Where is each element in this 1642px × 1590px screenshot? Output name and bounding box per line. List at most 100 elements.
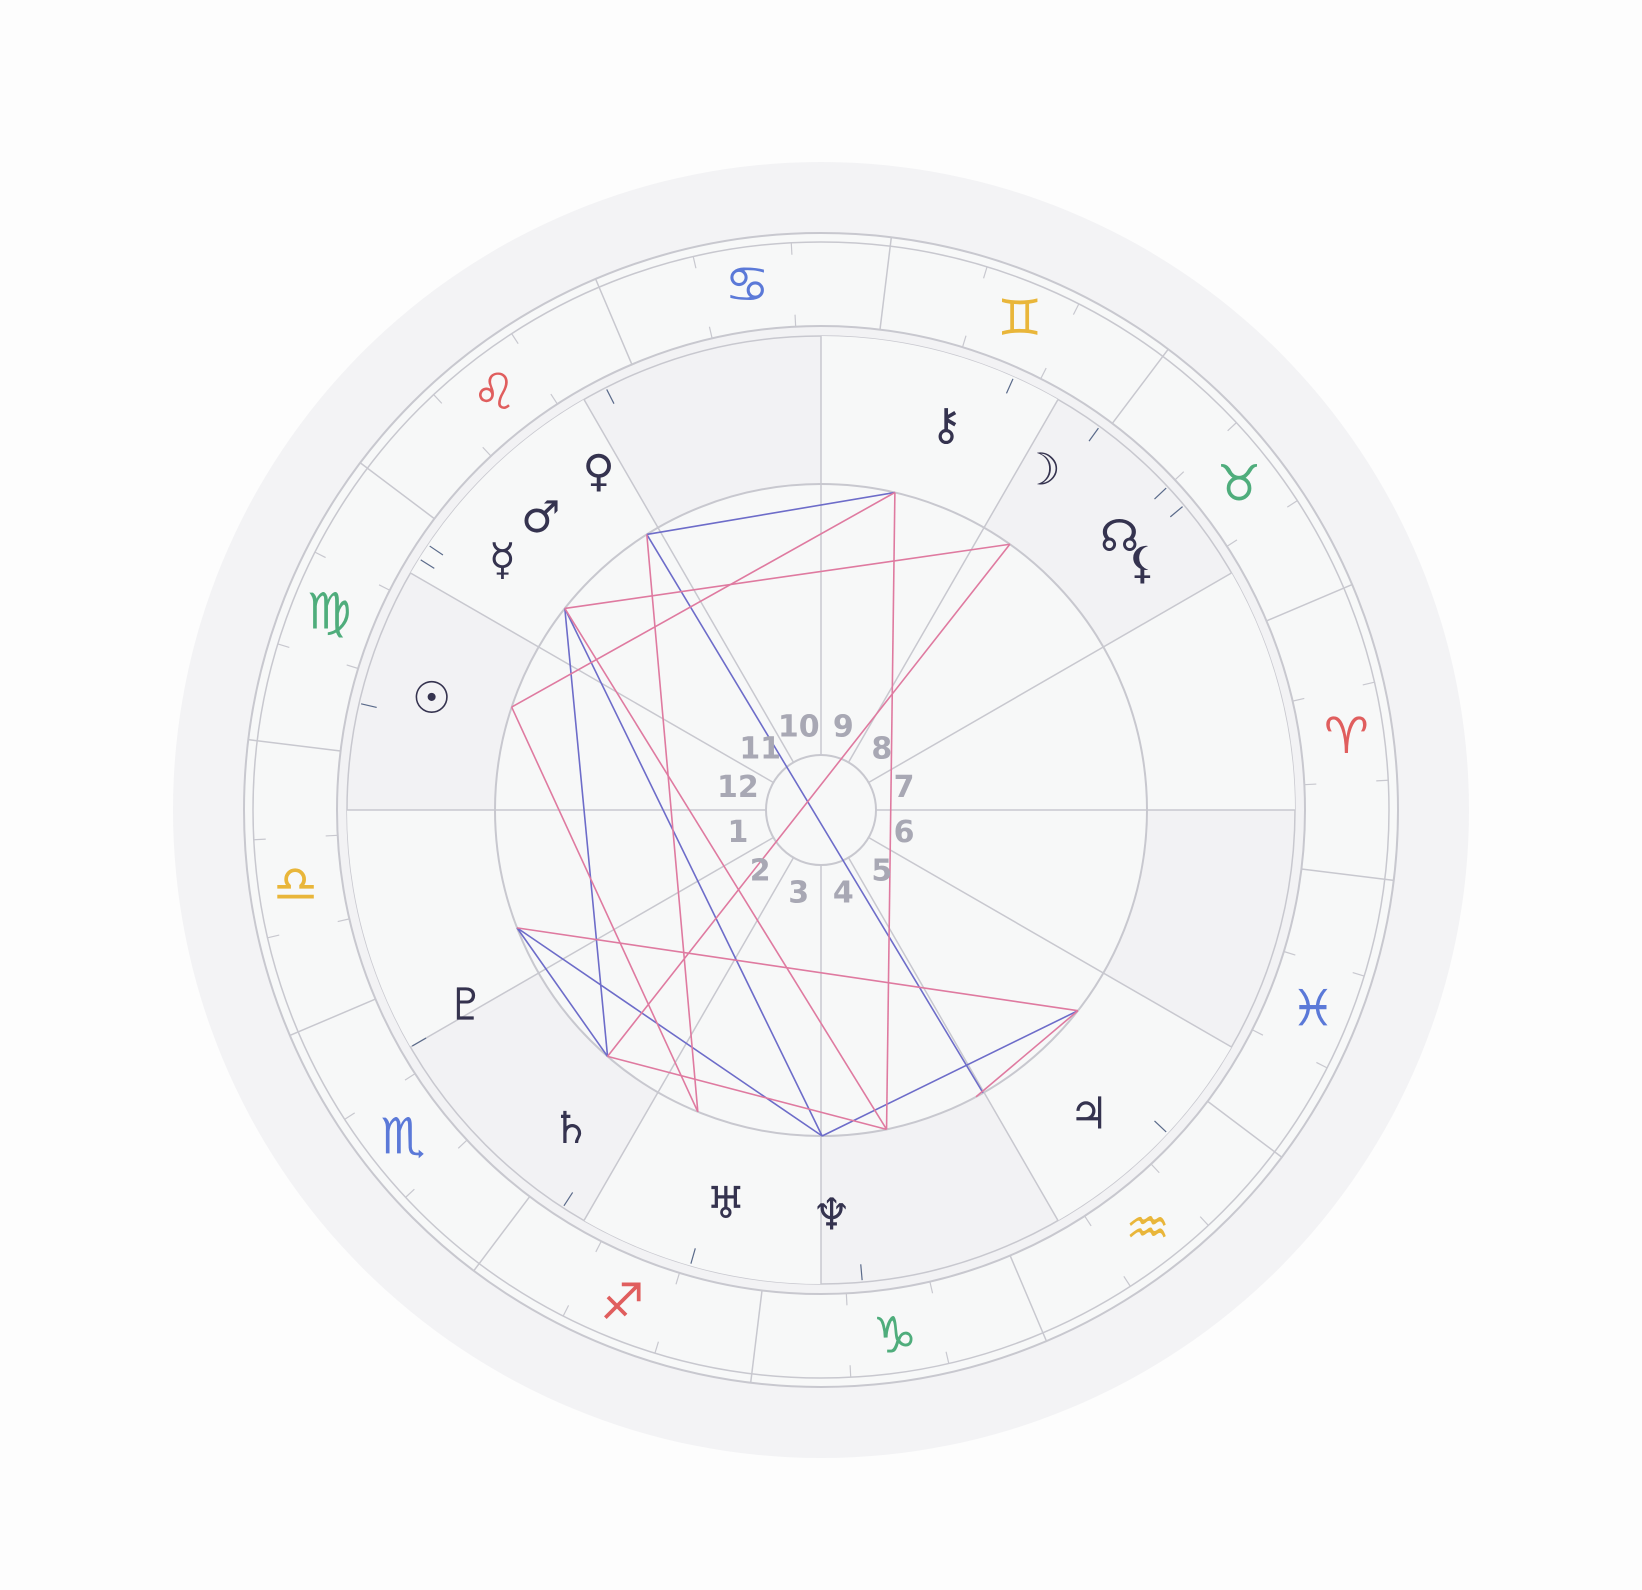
house-sector-light: [821, 336, 1058, 528]
degree-tick: [405, 1188, 415, 1198]
degree-tick: [1084, 1215, 1092, 1227]
house-number: 6: [894, 815, 915, 850]
house-number: 3: [788, 876, 809, 911]
sign-boundary: [473, 1196, 531, 1272]
scorpio-icon: ♏: [381, 1108, 426, 1166]
sign-boundary: [1111, 348, 1169, 424]
degree-tick: [378, 584, 391, 591]
sun-icon: ☉: [412, 673, 451, 724]
degree-tick: [1251, 1029, 1264, 1036]
pisces-icon: ♓: [1290, 980, 1335, 1038]
planet-glyphs: ☉ ☽ ☿ ♀ ♂ ♃ ♄ ♅ ♆ ♇ ⚷ ☊⚸: [360, 378, 1183, 1281]
degree-tick: [1286, 500, 1298, 508]
taurus-icon: ♉: [1217, 454, 1262, 512]
house-cusp-line: [583, 857, 795, 1221]
degree-tick: [253, 838, 266, 841]
aries-icon: ♈: [1324, 707, 1369, 765]
sign-boundary: [289, 998, 376, 1037]
degree-tick: [457, 1139, 468, 1149]
sagittarius-icon: ♐: [600, 1273, 645, 1331]
moon-icon: ☽: [1021, 444, 1060, 495]
house-sector-light: [347, 810, 539, 1047]
planet-degree-marker: [1154, 1120, 1167, 1133]
degree-tick: [654, 1341, 660, 1354]
degree-tick: [433, 394, 443, 404]
degree-tick: [1352, 971, 1365, 977]
degree-tick: [550, 393, 558, 405]
degree-tick: [1283, 950, 1296, 956]
degree-tick: [849, 1365, 852, 1378]
house-cusp-line: [868, 836, 1232, 1048]
aspect-line-challenging: [564, 543, 1010, 610]
planet-degree-marker: [429, 545, 444, 556]
degree-tick: [337, 918, 350, 923]
degree-tick: [1123, 1275, 1131, 1287]
neptune-icon: ♆: [812, 1189, 851, 1240]
planet-degree-marker: [690, 1248, 696, 1264]
degree-tick: [511, 333, 519, 345]
leo-icon: ♌: [472, 363, 517, 421]
cancer-icon: ♋: [725, 256, 770, 314]
aspect-line-challenging: [885, 492, 896, 1130]
jupiter-icon: ♃: [1069, 1088, 1108, 1139]
chiron-icon: ⚷: [930, 399, 962, 450]
degree-tick: [1150, 1163, 1160, 1174]
house-sector-light: [1103, 573, 1295, 810]
degree-tick: [1362, 681, 1375, 686]
degree-tick: [790, 242, 793, 255]
sign-boundary: [1009, 1255, 1048, 1342]
degree-tick: [692, 256, 697, 269]
house-number: 5: [871, 853, 892, 888]
degree-tick: [1072, 303, 1080, 315]
aspect-line-challenging: [511, 491, 896, 708]
degree-tick: [1227, 422, 1237, 432]
planet-degree-marker: [1154, 487, 1167, 500]
degree-tick: [1226, 539, 1238, 547]
aspect-line-harmonious: [564, 608, 609, 1057]
sign-boundary: [594, 278, 633, 365]
degree-tick: [267, 934, 280, 939]
planet-degree-marker: [1088, 427, 1099, 442]
aspect-line-harmonious: [646, 534, 984, 1094]
planet-degree-marker: [411, 1037, 427, 1047]
center-circle: [765, 754, 877, 866]
aspect-line-harmonious: [646, 491, 896, 536]
aspect-line-challenging: [607, 1055, 887, 1131]
libra-icon: ♎: [273, 855, 318, 913]
sign-boundary: [1266, 583, 1353, 622]
sign-boundary: [248, 738, 341, 752]
house-number: 2: [750, 853, 771, 888]
house-sector-light: [984, 973, 1232, 1221]
mars-icon: ♂: [521, 492, 560, 543]
degree-tick: [595, 1240, 602, 1253]
house-number: 7: [894, 770, 915, 805]
sign-boundary: [1207, 1100, 1283, 1158]
sign-boundary: [1301, 868, 1394, 882]
degree-tick: [344, 1112, 356, 1120]
house-number: 12: [717, 770, 759, 805]
mercury-icon: ☿: [489, 535, 516, 586]
house-number: 10: [778, 709, 820, 744]
aspect-line-challenging: [564, 607, 888, 1130]
house-cusp-line: [583, 399, 795, 763]
house-cusp-line: [410, 572, 774, 784]
planet-degree-marker: [1169, 506, 1183, 518]
degree-tick: [945, 1351, 950, 1364]
aspect-line-harmonious: [516, 927, 609, 1057]
house-cusp-line: [410, 836, 774, 1048]
zodiac-ring-degree-border: [252, 241, 1390, 1379]
lilith-icon: ⚸: [1126, 538, 1158, 589]
venus-icon: ♀: [583, 446, 615, 497]
house-sector-light: [410, 399, 658, 647]
aspect-line-harmonious: [821, 1009, 1079, 1137]
capricorn-icon: ♑: [872, 1306, 917, 1364]
house-number: 1: [727, 815, 748, 850]
degree-tick: [982, 266, 988, 279]
house-cusp-line: [847, 399, 1059, 763]
planet-degree-marker: [860, 1264, 863, 1281]
house-sector-light: [584, 1092, 821, 1284]
uranus-icon: ♅: [706, 1178, 745, 1229]
house-number: 8: [871, 732, 892, 767]
degree-tick: [961, 335, 967, 348]
